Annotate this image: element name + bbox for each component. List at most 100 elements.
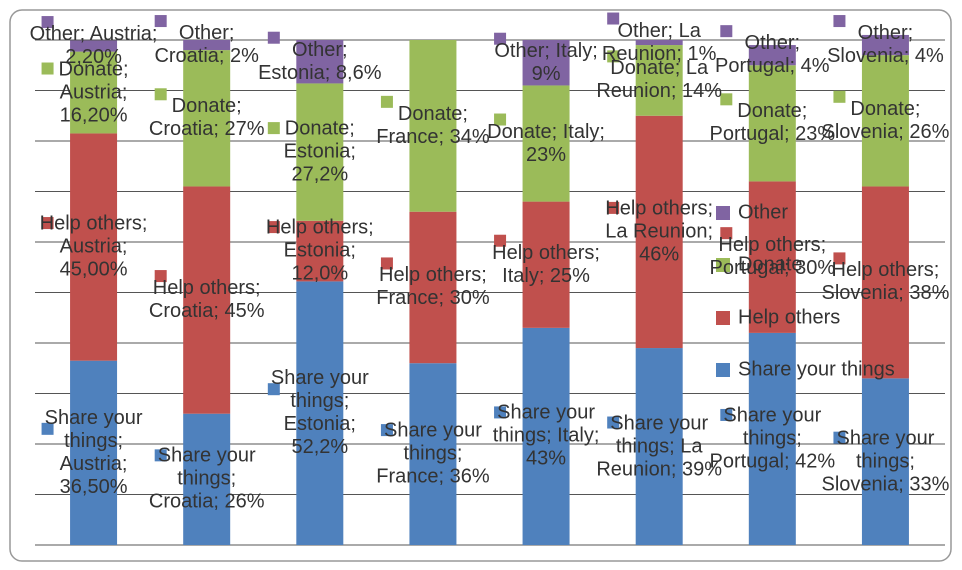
label-key — [494, 406, 507, 419]
bar-segment — [748, 181, 796, 333]
label-key — [41, 422, 54, 435]
bar-segment — [635, 45, 683, 116]
bar-segment — [296, 220, 344, 282]
bar-segment — [70, 51, 118, 134]
label-key — [607, 12, 620, 25]
data-label: Help others; Austria; 45,00% — [39, 212, 148, 281]
legend-label: Donate — [738, 253, 803, 275]
data-label: Help others; Croatia; 45% — [148, 277, 265, 323]
bar-segment — [70, 133, 118, 361]
data-label: Share your things; Croatia; 26% — [148, 444, 265, 513]
label-key — [607, 416, 620, 429]
label-key — [267, 122, 280, 135]
label-key — [833, 252, 846, 265]
label-key — [154, 88, 167, 101]
label-key — [833, 431, 846, 444]
bar-segment — [861, 186, 909, 379]
data-label: Share your things; Italy; 43% — [492, 401, 600, 470]
label-key — [720, 408, 733, 421]
bar-segment — [409, 211, 457, 364]
bar-segment — [635, 40, 683, 46]
bar-segment — [748, 45, 796, 66]
data-label: Donate; Croatia; 27% — [148, 95, 265, 141]
bar-segment — [409, 363, 457, 545]
bar-segment — [748, 65, 796, 182]
bar-segment — [183, 40, 231, 51]
label-key — [267, 221, 280, 234]
bar-segment — [183, 413, 231, 545]
data-label: Other; Estonia; 8,6% — [258, 38, 382, 84]
data-label: Donate; France; 34% — [376, 102, 490, 148]
label-key — [720, 25, 733, 38]
legend-key — [716, 258, 730, 272]
bar-segment — [70, 360, 118, 545]
bar-segment — [409, 40, 457, 212]
bar-segment — [635, 348, 683, 545]
bar-segment — [861, 34, 909, 56]
data-label: Share your things; La Reunion; 39% — [596, 412, 723, 481]
data-label: Share your things; Austria; 36,50% — [44, 406, 143, 498]
bar-segment — [861, 55, 909, 187]
data-label: Help others; France; 30% — [376, 264, 490, 310]
bar-segment — [183, 186, 231, 414]
label-key — [380, 95, 393, 108]
bar-segment — [635, 115, 683, 349]
label-key — [154, 270, 167, 283]
bar-segment — [296, 40, 344, 84]
bar-segment — [296, 281, 344, 545]
label-key — [494, 234, 507, 247]
data-label: Other; Italy; 9% — [494, 39, 598, 85]
bar-segment — [522, 85, 570, 202]
legend-label: Share your things — [738, 358, 895, 380]
label-key — [720, 93, 733, 106]
legend-key — [716, 206, 730, 220]
legend-label: Help others — [738, 306, 840, 328]
label-key — [41, 16, 54, 29]
legend-key — [716, 311, 730, 325]
bar-segment — [748, 332, 796, 545]
legend-label: Other — [738, 201, 788, 223]
data-label: Donate; Austria; 16,20% — [58, 58, 129, 127]
label-key — [607, 201, 620, 214]
data-label: Share your things; Slovenia; 33% — [821, 427, 950, 496]
data-label: Donate; La Reunion; 14% — [596, 57, 723, 103]
label-key — [494, 113, 507, 126]
data-label: Share your things; France; 36% — [376, 419, 490, 488]
label-key — [607, 50, 620, 63]
label-key — [154, 449, 167, 462]
data-label: Share your things; Estonia; 52,2% — [270, 367, 369, 459]
bar-segment — [522, 40, 570, 86]
bar-segment — [861, 378, 909, 545]
data-label: Other; Croatia; 2% — [154, 22, 259, 68]
label-key — [720, 227, 733, 240]
bar-segment — [183, 50, 231, 187]
data-label: Other; Slovenia; 4% — [827, 22, 944, 68]
label-key — [41, 62, 54, 75]
data-label: Help others; La Reunion; 46% — [605, 197, 714, 266]
data-label: Other; Austria; 2,20% — [29, 23, 158, 69]
data-label: Donate; Slovenia; 26% — [821, 97, 950, 143]
data-label: Other; Portugal; 4% — [715, 32, 830, 78]
label-key — [41, 217, 54, 230]
data-label: Donate; Portugal; 23% — [709, 100, 836, 146]
data-label: Help others; Italy; 25% — [492, 241, 600, 287]
label-key — [494, 32, 507, 45]
label-key — [380, 257, 393, 270]
data-label: Help others; Portugal; 30% — [709, 234, 836, 280]
legend-key — [716, 363, 730, 377]
data-label: Help others; Estonia; 12,0% — [265, 216, 374, 285]
label-key — [833, 90, 846, 103]
bar-segment — [70, 40, 118, 52]
data-label: Other; La Reunion; 1% — [601, 19, 717, 65]
chart-frame — [9, 9, 952, 562]
bar-segment — [296, 83, 344, 221]
label-key — [154, 15, 167, 28]
data-label: Help others; Slovenia; 38% — [821, 259, 950, 305]
bar-segment — [522, 327, 570, 545]
data-label: Donate; Italy; 23% — [487, 120, 605, 166]
label-key — [833, 15, 846, 28]
label-key — [380, 424, 393, 437]
data-label: Share your things; Portugal; 42% — [709, 404, 836, 473]
